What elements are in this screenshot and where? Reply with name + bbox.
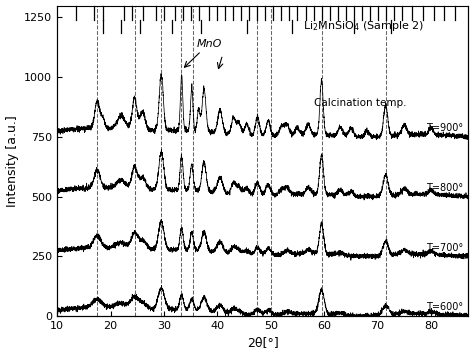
Text: MnO: MnO xyxy=(197,39,222,49)
Text: T=700°: T=700° xyxy=(426,243,463,253)
Text: T=900°: T=900° xyxy=(426,123,463,133)
Text: Calcination temp.: Calcination temp. xyxy=(313,98,406,109)
Text: T=600°: T=600° xyxy=(426,302,463,312)
Text: Li$_2$MnSiO$_4$ (Sample 2): Li$_2$MnSiO$_4$ (Sample 2) xyxy=(303,19,424,33)
Y-axis label: Intensity [a.u.]: Intensity [a.u.] xyxy=(6,115,18,207)
Text: T=800°: T=800° xyxy=(426,183,463,193)
X-axis label: 2θ[°]: 2θ[°] xyxy=(247,337,279,349)
